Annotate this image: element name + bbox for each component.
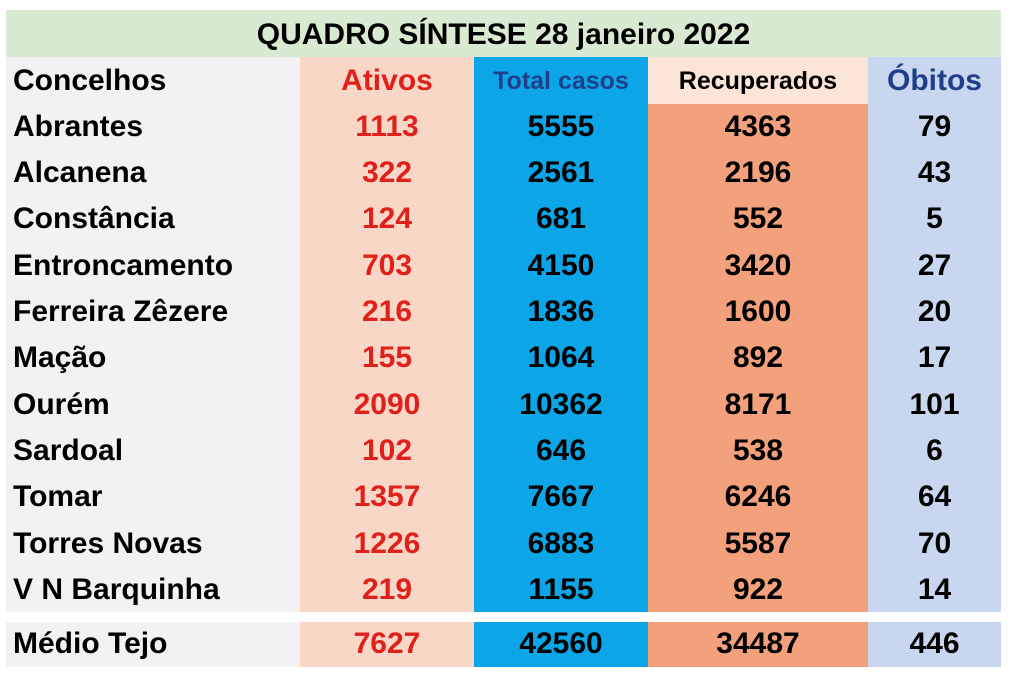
row-concelho: Sardoal (13, 434, 124, 467)
row-recuperados: 2196 (724, 156, 792, 189)
row-recuperados: 1600 (724, 295, 792, 328)
recuperados-header-bg (648, 57, 868, 104)
row-concelho: Entroncamento (13, 249, 234, 282)
row-total-casos: 646 (535, 434, 587, 467)
row-obitos: 27 (917, 249, 952, 282)
row-ativos: 2090 (353, 388, 421, 421)
total-recuperados: 34487 (716, 627, 800, 660)
row-obitos: 70 (917, 527, 952, 560)
row-recuperados: 552 (732, 202, 784, 235)
row-obitos: 64 (917, 480, 952, 513)
total-casos-bg (474, 622, 648, 667)
row-concelho: Abrantes (13, 110, 144, 143)
row-ativos: 155 (361, 341, 413, 374)
row-concelho: Alcanena (13, 156, 147, 189)
table-row: Mação 155 1064 892 17 (0, 335, 1009, 381)
row-ativos: 216 (361, 295, 413, 328)
table-row: Ourém 2090 10362 8171 101 (0, 382, 1009, 428)
total-casos-column-bg (474, 57, 648, 612)
total-obitos-bg (868, 622, 1001, 667)
ativos-column-bg (300, 57, 474, 612)
total-ativos-bg (300, 622, 474, 667)
row-recuperados: 3420 (724, 249, 792, 282)
row-obitos: 20 (917, 295, 952, 328)
row-concelho: Constância (13, 202, 175, 235)
table-row: Tomar 1357 7667 6246 64 (0, 474, 1009, 520)
table-row: Entroncamento 703 4150 3420 27 (0, 243, 1009, 289)
table-row: Ferreira Zêzere 216 1836 1600 20 (0, 289, 1009, 335)
row-recuperados: 4363 (724, 110, 792, 143)
row-obitos: 79 (917, 110, 952, 143)
table-row: V N Barquinha 219 1155 922 14 (0, 567, 1009, 613)
row-recuperados: 538 (732, 434, 784, 467)
header-ativos: Ativos (341, 64, 433, 97)
row-total-casos: 1064 (527, 341, 595, 374)
row-obitos: 14 (917, 573, 952, 606)
row-concelho: V N Barquinha (13, 573, 220, 606)
row-recuperados: 922 (732, 573, 784, 606)
row-ativos: 1357 (353, 480, 421, 513)
header-recuperados: Recuperados (678, 67, 838, 95)
row-total-casos: 10362 (519, 388, 603, 421)
total-row: Médio Tejo 7627 42560 34487 446 (0, 621, 1009, 667)
table-row: Alcanena 322 2561 2196 43 (0, 150, 1009, 196)
obitos-column-bg (868, 57, 1001, 612)
table-row: Torres Novas 1226 6883 5587 70 (0, 521, 1009, 567)
row-concelho: Ourém (13, 388, 110, 421)
row-total-casos: 6883 (527, 527, 595, 560)
row-obitos: 101 (909, 388, 960, 421)
row-obitos: 6 (926, 434, 943, 467)
row-ativos: 703 (361, 249, 413, 282)
total-total-casos: 42560 (519, 627, 603, 660)
header-concelhos: Concelhos (13, 64, 167, 97)
row-concelho: Ferreira Zêzere (13, 295, 229, 328)
total-obitos: 446 (909, 627, 960, 660)
row-obitos: 17 (917, 341, 952, 374)
row-total-casos: 4150 (527, 249, 595, 282)
table-row: Abrantes 1113 5555 4363 79 (0, 104, 1009, 150)
total-concelhos-bg (6, 622, 300, 667)
table-title: QUADRO SÍNTESE 28 janeiro 2022 (6, 10, 1001, 57)
row-ativos: 1113 (355, 110, 419, 143)
row-ativos: 1226 (353, 527, 421, 560)
row-concelho: Tomar (13, 480, 103, 513)
row-recuperados: 8171 (724, 388, 792, 421)
row-concelho: Torres Novas (13, 527, 203, 560)
row-total-casos: 1836 (527, 295, 595, 328)
row-ativos: 322 (361, 156, 413, 189)
total-concelho: Médio Tejo (13, 627, 168, 660)
row-total-casos: 681 (535, 202, 587, 235)
row-total-casos: 7667 (527, 480, 595, 513)
table-row: Constância 124 681 552 5 (0, 196, 1009, 242)
row-concelho: Mação (13, 341, 107, 374)
row-ativos: 124 (361, 202, 413, 235)
row-recuperados: 892 (732, 341, 784, 374)
row-total-casos: 5555 (527, 110, 595, 143)
recuperados-column-bg (648, 57, 868, 612)
header-row: Concelhos Ativos Total casos Recuperados… (0, 58, 1009, 104)
table-row: Sardoal 102 646 538 6 (0, 428, 1009, 474)
row-obitos: 5 (926, 202, 943, 235)
concelhos-column-bg (6, 57, 300, 612)
row-recuperados: 6246 (724, 480, 792, 513)
row-ativos: 219 (361, 573, 413, 606)
header-obitos: Óbitos (887, 64, 982, 97)
row-total-casos: 1155 (528, 573, 594, 606)
total-ativos: 7627 (353, 627, 421, 660)
header-total-casos: Total casos (493, 67, 629, 95)
total-recuperados-bg (648, 622, 868, 667)
row-ativos: 102 (361, 434, 413, 467)
row-recuperados: 5587 (724, 527, 792, 560)
row-total-casos: 2561 (527, 156, 595, 189)
row-obitos: 43 (917, 156, 952, 189)
